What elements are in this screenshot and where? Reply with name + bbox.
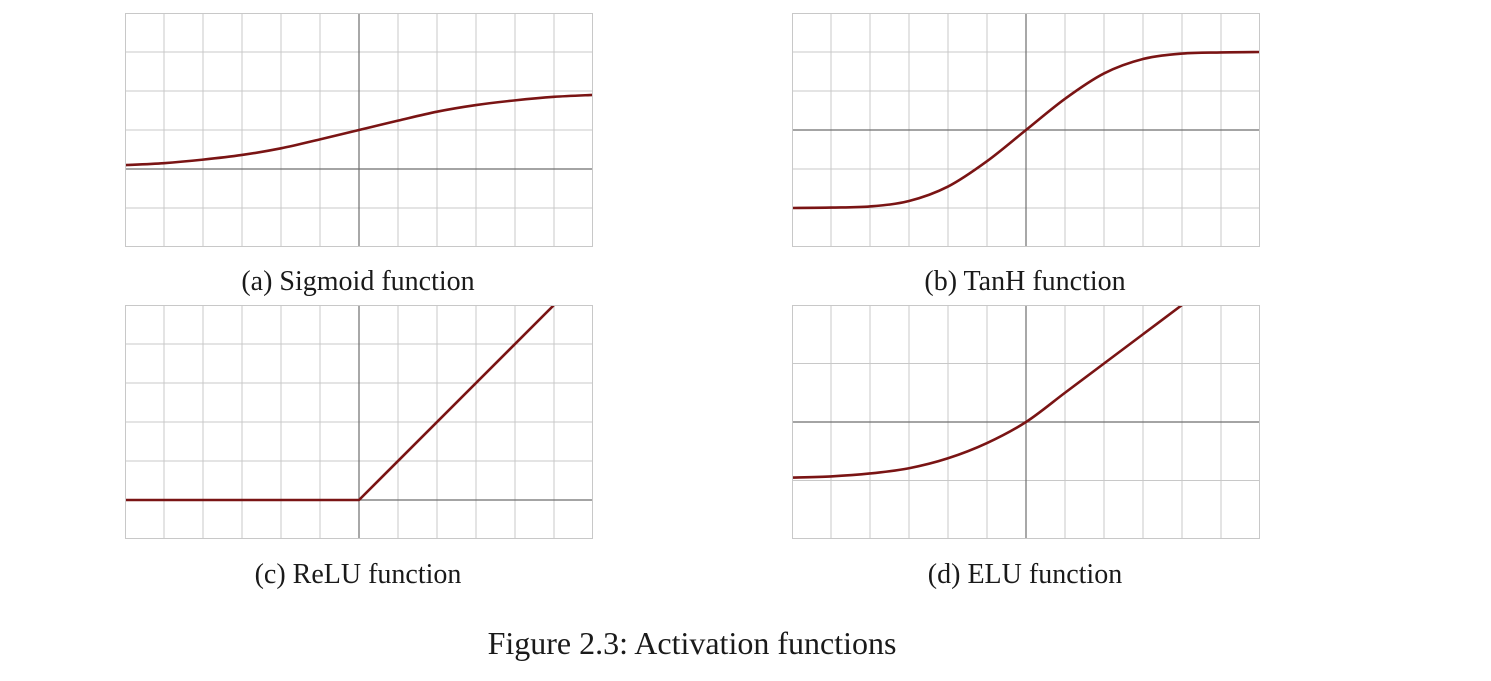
series-line — [125, 305, 555, 502]
plot-frame — [792, 305, 1260, 539]
chart-panel-relu — [125, 305, 593, 539]
elu-chart — [792, 305, 1260, 539]
relu-chart — [125, 305, 593, 539]
series-line — [125, 93, 593, 167]
chart-panel-elu — [792, 305, 1260, 539]
plot-frame — [125, 13, 593, 247]
series-line — [792, 50, 1260, 210]
sigmoid-chart — [125, 13, 593, 247]
chart-panel-sigmoid — [125, 13, 593, 247]
plot-frame — [125, 305, 593, 539]
caption-relu: (c) ReLU function — [254, 559, 462, 590]
figure-caption: Figure 2.3: Activation functions — [487, 625, 897, 661]
chart-panel-tanh — [792, 13, 1260, 247]
caption-sigmoid: (a) Sigmoid function — [241, 266, 475, 297]
caption-tanh: (b) TanH function — [924, 266, 1126, 297]
plot-frame — [792, 13, 1260, 247]
series-line — [792, 305, 1185, 479]
caption-elu: (d) ELU function — [927, 559, 1123, 590]
tanh-chart — [792, 13, 1260, 247]
